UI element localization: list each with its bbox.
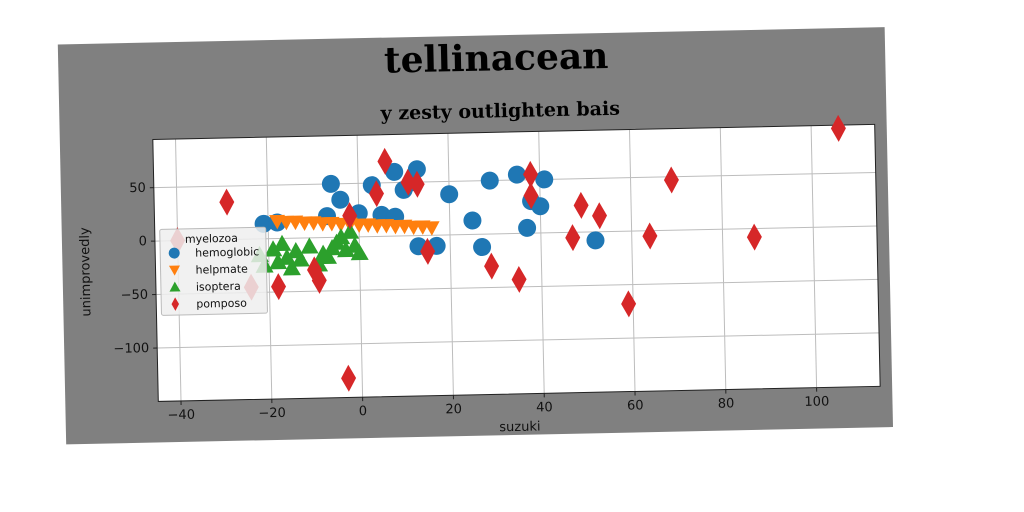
legend-label-isoptera: isoptera [196, 280, 241, 294]
legend-label-pomposo: pomposo [196, 297, 247, 311]
legend-label-helpmate: helpmate [195, 263, 248, 277]
x-tick-label: −40 [167, 408, 195, 424]
x-tick-label: 100 [804, 394, 829, 410]
figure: tellinacean y zesty outlighten bais −40−… [58, 27, 893, 444]
legend-title: myelozoa [185, 232, 238, 246]
legend-label-hemoglobic: hemoglobic [195, 245, 259, 259]
y-tick-label: 50 [129, 181, 146, 196]
x-tick-label: 0 [359, 404, 368, 419]
chart-title: tellinacean [384, 35, 609, 82]
y-tick-label: 0 [139, 234, 148, 249]
y-tick-label: −50 [120, 288, 148, 304]
x-tick-label: 20 [445, 402, 462, 417]
y-tick-label: −100 [113, 341, 149, 357]
x-tick-label: 60 [627, 398, 644, 413]
x-tick-label: 40 [536, 400, 553, 415]
x-axis-label: suzuki [499, 419, 541, 435]
y-axis-label: unimprovedly [78, 227, 95, 317]
legend: myelozoa hemoglobic helpmate isoptera pompo… [160, 227, 268, 315]
x-tick-label: −20 [258, 406, 286, 422]
x-tick-label: 80 [718, 396, 735, 411]
